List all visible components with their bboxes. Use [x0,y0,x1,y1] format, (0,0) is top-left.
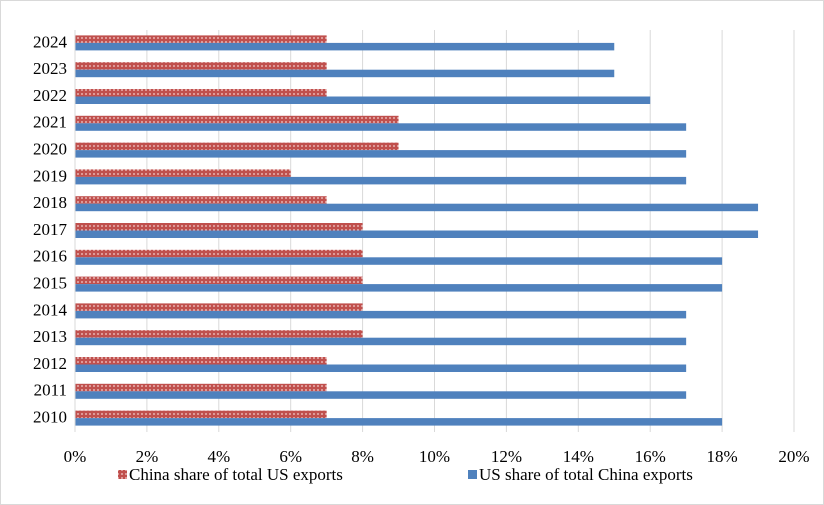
y-tick-label: 2021 [33,113,67,132]
y-tick-label: 2022 [33,86,67,105]
y-tick-label: 2010 [33,408,67,427]
bar [75,310,687,319]
bar [75,284,723,292]
bar [75,230,759,238]
y-tick-label: 2020 [33,140,67,159]
bar [75,35,327,43]
bar [75,410,327,419]
bar [75,357,327,365]
bar [75,276,363,285]
y-tick-label: 2023 [33,59,67,78]
bar [75,337,687,346]
legend-swatch [468,470,477,479]
bar [75,69,615,78]
y-tick-label: 2014 [33,300,68,319]
bar [75,364,687,372]
bar [75,123,687,131]
x-tick-label: 4% [207,447,230,466]
x-tick-label: 20% [778,447,809,466]
y-tick-label: 2011 [34,381,67,400]
x-tick-label: 2% [136,447,159,466]
y-tick-label: 2019 [33,166,67,185]
x-tick-label: 6% [279,447,302,466]
legend-label: US share of total China exports [479,465,693,484]
bar [75,249,363,258]
y-tick-label: 2017 [33,220,68,239]
bar [75,89,327,97]
bar [75,150,687,158]
y-tick-label: 2013 [33,327,67,346]
x-tick-label: 8% [351,447,374,466]
bar [75,115,399,124]
bar [75,169,291,177]
x-tick-label: 14% [563,447,594,466]
bar [75,203,759,212]
bar [75,142,399,151]
y-tick-label: 2015 [33,274,67,293]
y-tick-label: 2024 [33,32,68,51]
bar [75,303,363,311]
y-tick-label: 2016 [33,247,67,266]
bar [75,330,363,338]
x-tick-label: 0% [64,447,87,466]
bar [75,62,327,70]
x-tick-label: 18% [707,447,738,466]
y-tick-label: 2018 [33,193,67,212]
bar [75,418,723,426]
bar [75,223,363,231]
legend-swatch [118,470,127,479]
x-tick-label: 12% [491,447,522,466]
bar [75,391,687,399]
bar [75,42,615,51]
bar [75,196,327,204]
x-tick-label: 16% [635,447,666,466]
y-tick-label: 2012 [33,354,67,373]
bar [75,96,651,104]
bar [75,257,723,265]
legend-label: China share of total US exports [129,465,343,484]
x-tick-label: 10% [419,447,450,466]
bar [75,176,687,185]
bar [75,383,327,392]
